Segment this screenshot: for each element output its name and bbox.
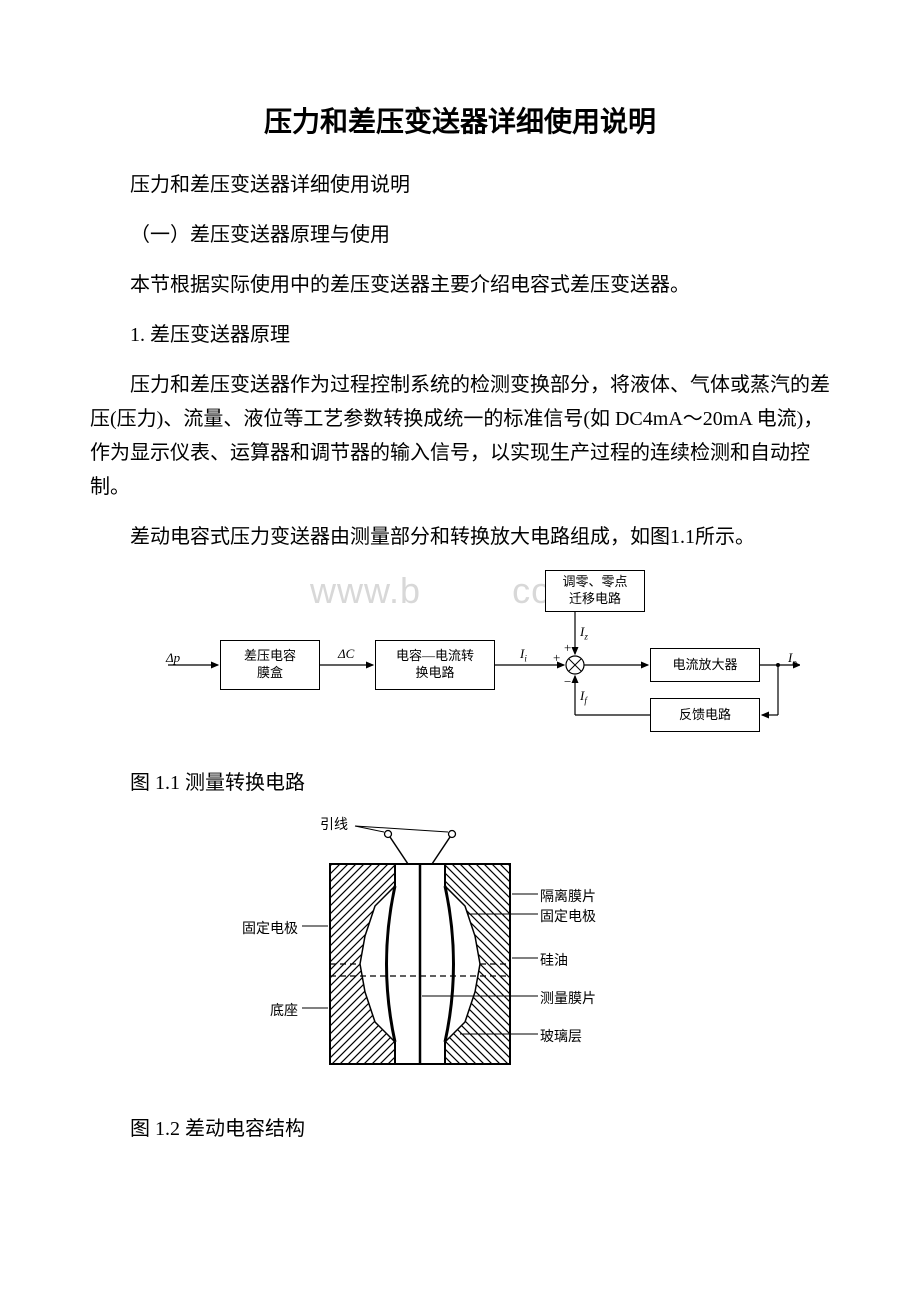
page-title: 压力和差压变送器详细使用说明 <box>90 100 830 140</box>
label-measuring-diaphragm: 测量膜片 <box>540 988 596 1008</box>
figure-1-2-caption: 图 1.2 差动电容结构 <box>90 1112 830 1146</box>
figure-1-1: www.bdocx.com 调零、零点迁移电路 差压电容膜盒 电容—电流转换电路… <box>90 570 830 750</box>
figure-1-1-wires <box>160 570 800 750</box>
paragraph-1: 压力和差压变送器详细使用说明 <box>90 168 830 202</box>
figure-1-2: 引线 隔离膜片 固定电极 硅油 测量膜片 玻璃层 固定电极 底座 <box>90 816 830 1096</box>
label-silicone-oil: 硅油 <box>540 950 568 970</box>
paragraph-4: 1. 差压变送器原理 <box>90 318 830 352</box>
paragraph-2: （一）差压变送器原理与使用 <box>90 218 830 252</box>
figure-1-2-svg <box>260 816 580 1096</box>
label-base: 底座 <box>270 1000 298 1020</box>
label-isolation-diaphragm: 隔离膜片 <box>540 886 596 906</box>
label-fixed-electrode-right: 固定电极 <box>540 906 596 926</box>
paragraph-3: 本节根据实际使用中的差压变送器主要介绍电容式差压变送器。 <box>90 268 830 302</box>
label-glass-layer: 玻璃层 <box>540 1026 582 1046</box>
label-fixed-electrode-left: 固定电极 <box>242 918 298 938</box>
paragraph-5: 压力和差压变送器作为过程控制系统的检测变换部分，将液体、气体或蒸汽的差压(压力)… <box>90 368 830 504</box>
label-lead-wire: 引线 <box>320 814 348 834</box>
paragraph-6: 差动电容式压力变送器由测量部分和转换放大电路组成，如图1.1所示。 <box>90 520 830 554</box>
figure-1-1-caption: 图 1.1 测量转换电路 <box>90 766 830 800</box>
figure-1-2-diagram: 引线 隔离膜片 固定电极 硅油 测量膜片 玻璃层 固定电极 底座 <box>260 816 580 1096</box>
figure-1-1-diagram: www.bdocx.com 调零、零点迁移电路 差压电容膜盒 电容—电流转换电路… <box>160 570 800 750</box>
